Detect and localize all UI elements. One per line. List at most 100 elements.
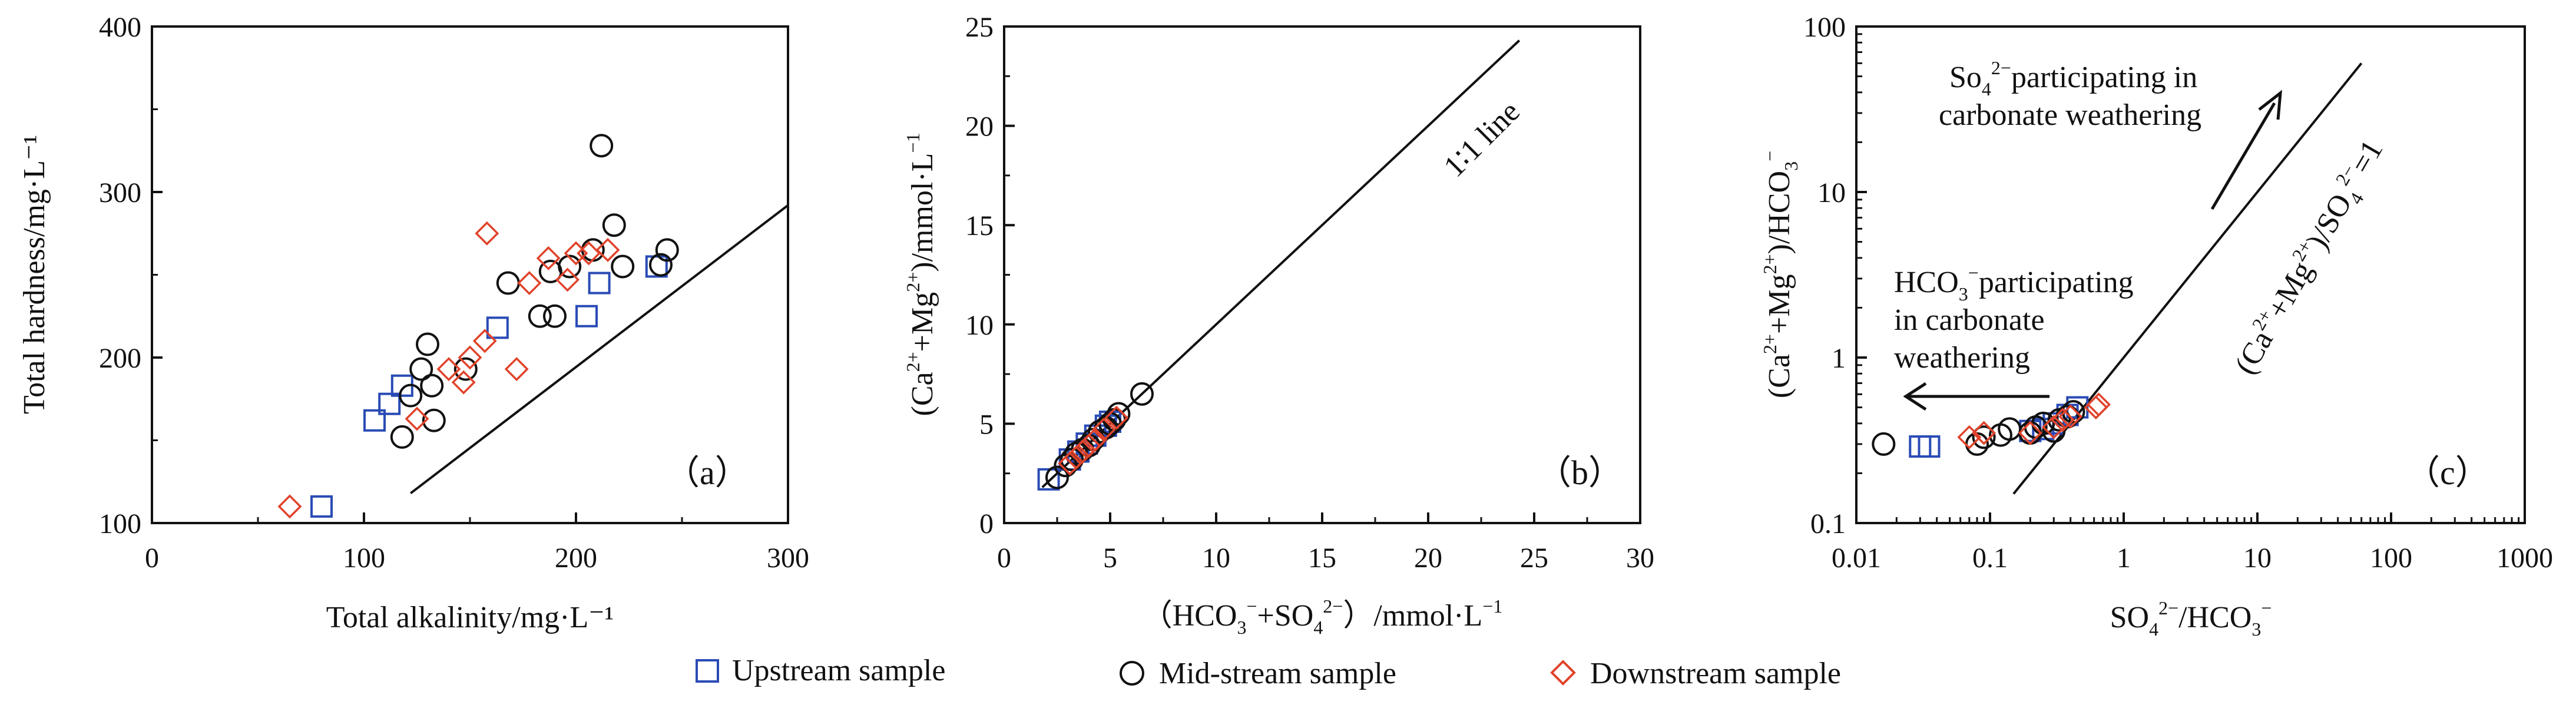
x-tick-label: 0 (145, 542, 159, 574)
panel-c-reference-line-label: (Ca2++Mg2+)/SO42−=1 (2226, 133, 2395, 382)
data-point-upstream (588, 272, 611, 295)
panel-c-arrow-left (1903, 382, 2049, 411)
data-point-midstream (409, 357, 433, 381)
legend-label-upstream: Upstream sample (732, 654, 945, 687)
panel-c-annotation-bicarbonate-line3: weathering (1894, 341, 2030, 375)
data-point-downstream (1083, 427, 1108, 452)
data-point-downstream (577, 241, 601, 266)
legend-item-upstream: Upstream sample (696, 654, 945, 687)
y-tick-label: 400 (99, 12, 141, 43)
legend-label-downstream: Downstream sample (1590, 657, 1841, 690)
data-point-downstream (1070, 439, 1095, 464)
data-point-downstream (2018, 421, 2042, 445)
data-point-downstream (277, 494, 302, 519)
data-point-midstream (1107, 402, 1131, 426)
data-point-midstream (1130, 382, 1154, 406)
data-point-downstream (1058, 451, 1082, 476)
data-point-midstream (558, 254, 582, 279)
y-tick-label: 0 (979, 508, 994, 540)
data-point-midstream (590, 134, 614, 158)
x-tick-label: 30 (1626, 542, 1654, 574)
y-tick-label: 10 (965, 310, 994, 341)
data-point-upstream (378, 392, 401, 415)
x-tick-label: 20 (1414, 542, 1442, 574)
data-point-upstream (486, 316, 509, 339)
data-point-midstream (422, 408, 446, 432)
data-point-midstream (420, 373, 444, 398)
data-point-downstream (1091, 418, 1116, 442)
data-point-midstream (399, 383, 423, 408)
data-point-downstream (2041, 415, 2066, 439)
legend-circle-marker (1120, 661, 1144, 686)
data-point-upstream (310, 495, 333, 518)
data-point-midstream (581, 238, 605, 262)
y-tick-label: 10 (1817, 177, 1846, 209)
x-tick-label: 100 (343, 542, 385, 574)
data-point-downstream (1957, 425, 1982, 449)
x-tick-label: 0.1 (1972, 542, 2008, 574)
data-point-downstream (555, 267, 580, 292)
panel-c-label: （c） (2406, 454, 2489, 492)
legend-item-downstream: Downstream sample (1550, 657, 1841, 690)
reference-line (409, 204, 789, 495)
panel-b-y-axis-label: (Ca2++Mg2+)/mmol·L−1 (902, 133, 939, 416)
data-point-midstream (655, 238, 679, 262)
data-point-downstream (2051, 408, 2075, 432)
x-tick-label: 0 (997, 542, 1011, 574)
y-tick-label: 1 (1832, 343, 1846, 374)
y-tick-label: 25 (965, 12, 994, 43)
panel-c-frame (1855, 25, 2526, 524)
data-point-upstream (575, 305, 598, 327)
y-tick-label: 100 (1803, 12, 1846, 43)
x-tick-label: 300 (767, 542, 809, 574)
x-tick-label: 1 (2117, 542, 2131, 574)
data-point-downstream (517, 271, 542, 296)
data-point-midstream (528, 304, 552, 328)
panel-b-x-axis-label: （HCO3−+SO42−）/mmol·L−1 (1142, 595, 1503, 638)
data-point-midstream (453, 357, 478, 381)
data-point-downstream (2087, 392, 2111, 417)
data-point-upstream (645, 255, 668, 278)
panel-b-label: （b） (1537, 454, 1623, 492)
legend-diamond-marker (1550, 660, 1576, 686)
x-tick-label: 10 (2243, 542, 2272, 574)
y-tick-label: 300 (99, 177, 141, 209)
data-point-downstream (1077, 434, 1101, 458)
x-tick-label: 10 (1202, 542, 1230, 574)
panel-a-y-axis-label: Total hardness/mg·L⁻¹ (18, 135, 51, 414)
data-point-midstream (416, 332, 439, 356)
panel-c-arrow-up-right (2210, 90, 2282, 210)
x-tick-label: 15 (1308, 542, 1336, 574)
data-point-downstream (536, 246, 561, 270)
panel-c-x-axis-label: SO42−/HCO3− (2110, 597, 2272, 640)
legend-square-marker (696, 659, 719, 683)
data-point-downstream (458, 345, 482, 370)
x-tick-label: 0.01 (1832, 542, 1881, 574)
legend-label-midstream: Mid-stream sample (1159, 657, 1396, 690)
panel-c-annotation-bicarbonate: HCO3−participating (1894, 262, 2134, 305)
y-tick-label: 100 (99, 508, 141, 540)
panel-c-y-axis-label: (Ca2++Mg2+)/HCO3− (1759, 151, 1802, 398)
panel-a-label: （a） (665, 454, 749, 492)
legend: Upstream sample Mid-stream sample Downst… (696, 654, 1841, 690)
data-point-midstream (543, 304, 567, 328)
data-point-midstream (602, 213, 626, 237)
y-tick-label: 0.1 (1810, 508, 1846, 540)
data-point-midstream (1972, 425, 1996, 449)
data-point-downstream (1064, 445, 1088, 470)
panel-c-annotation-bicarbonate-line2: in carbonate (1894, 303, 2045, 337)
panel-c-annotation-sulfate-line2: carbonate weathering (1939, 98, 2201, 132)
data-point-upstream (363, 409, 386, 432)
x-tick-label: 5 (1103, 542, 1117, 574)
data-point-midstream (496, 271, 520, 295)
data-point-downstream (451, 370, 476, 395)
data-point-midstream (1045, 465, 1069, 489)
data-point-midstream (390, 425, 414, 449)
data-point-downstream (472, 329, 497, 353)
data-point-downstream (475, 221, 499, 246)
